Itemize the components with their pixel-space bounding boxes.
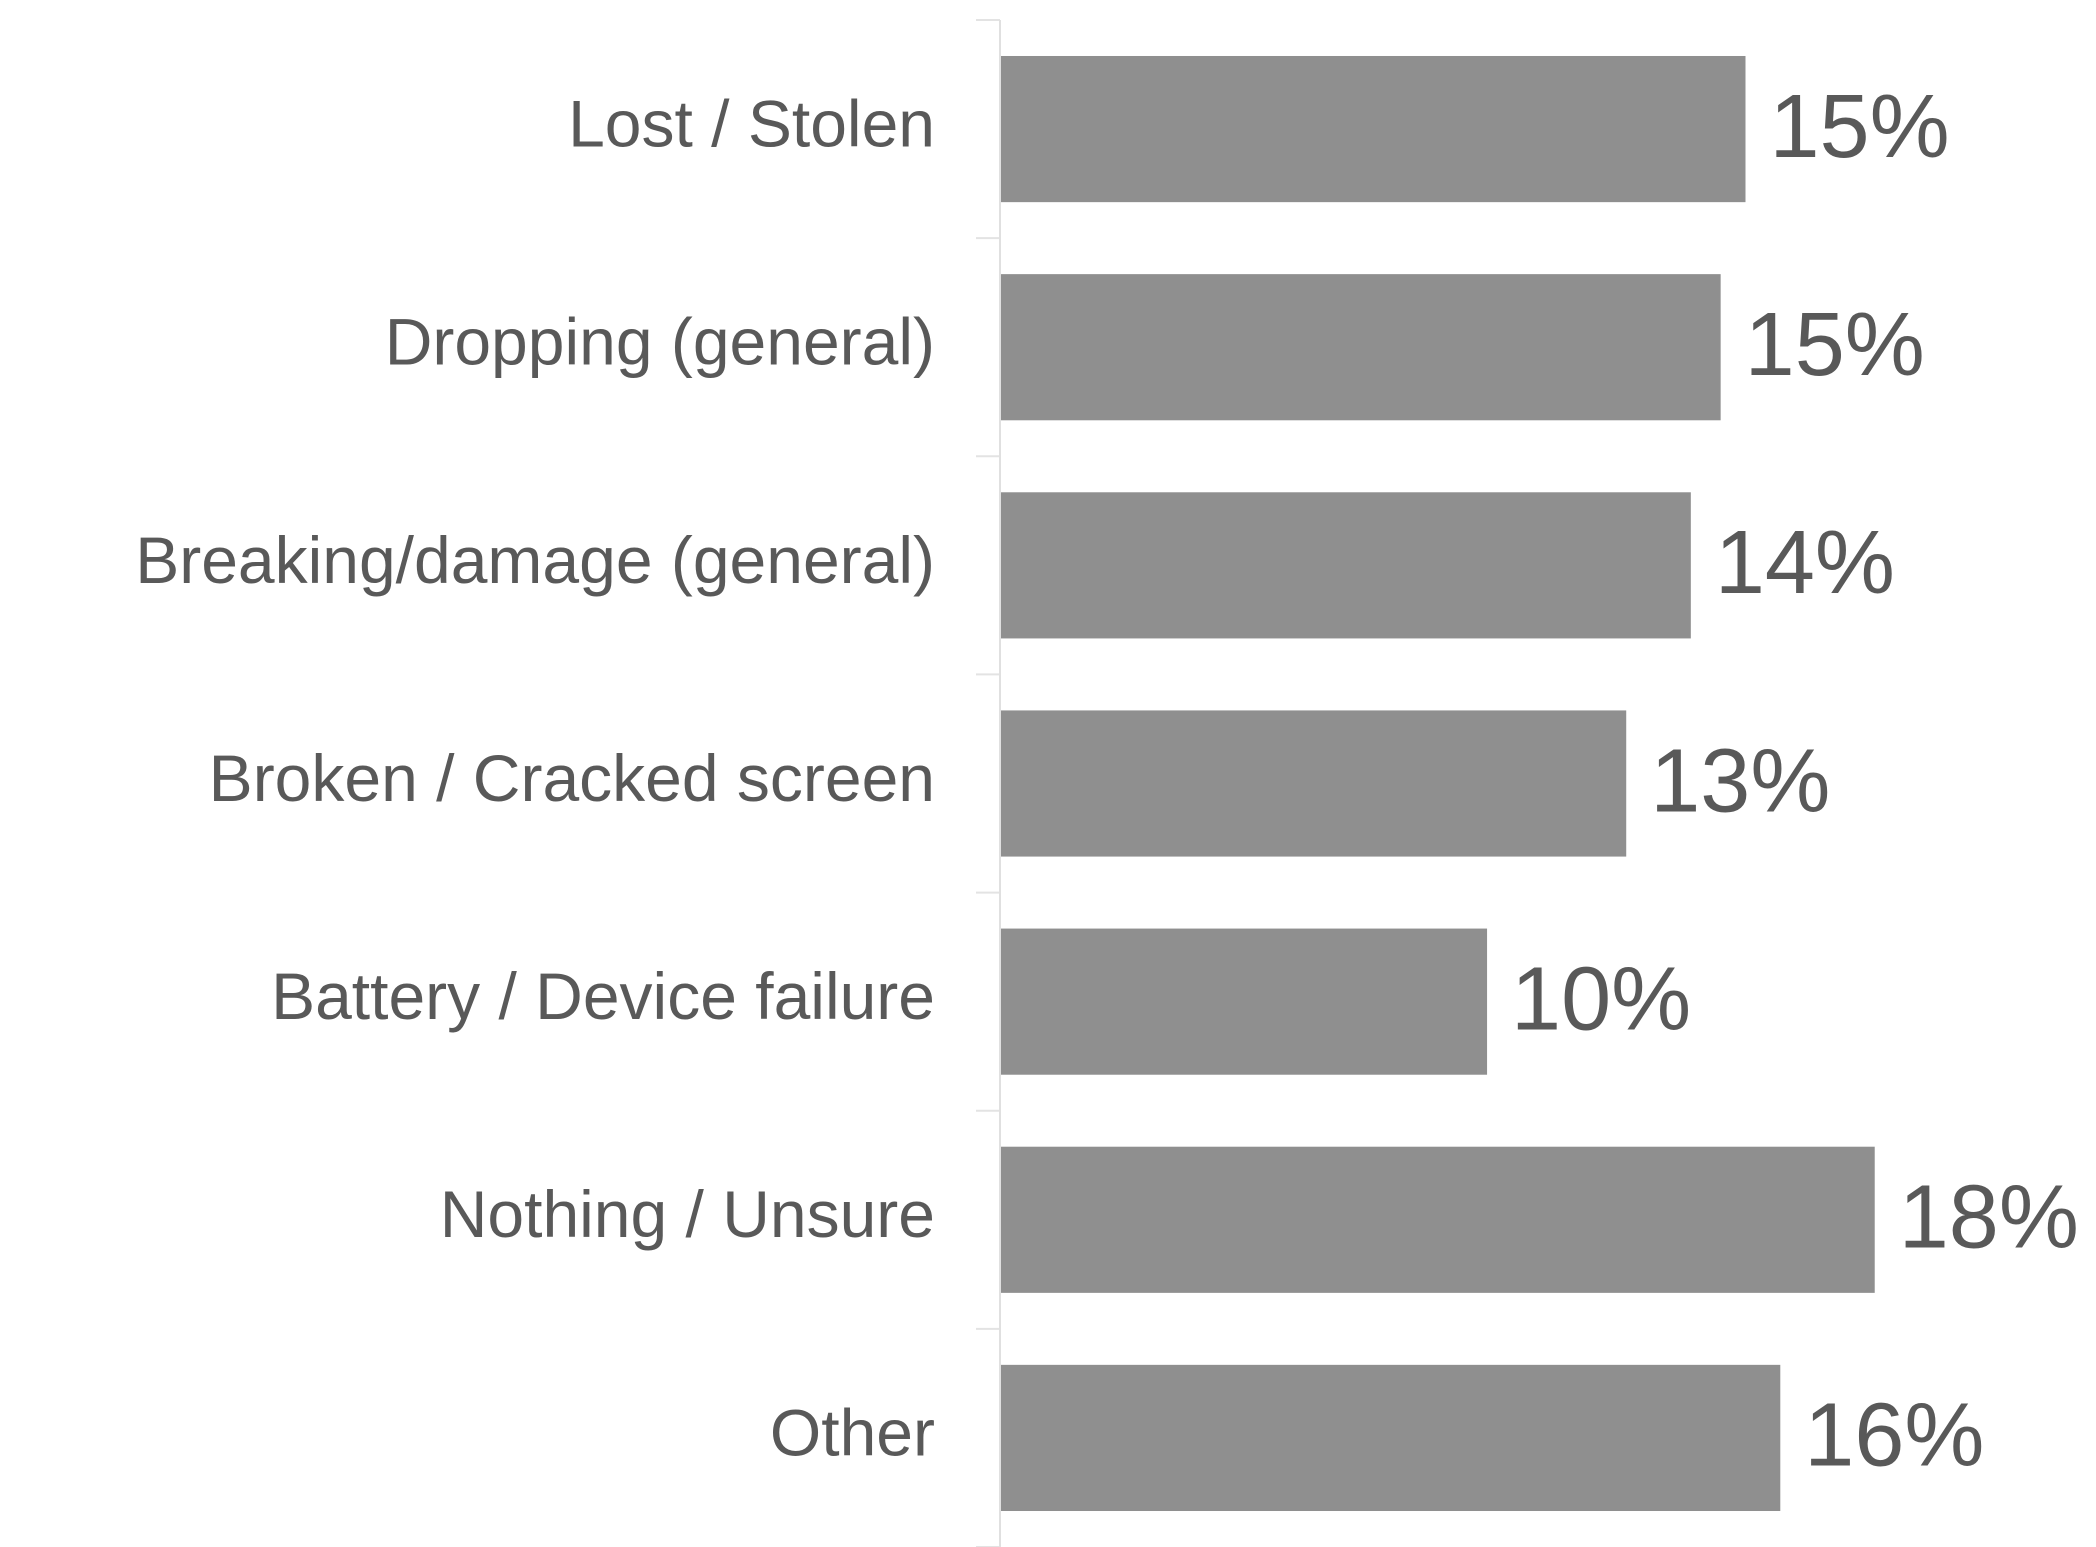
value-label: 15% [1745,295,1925,395]
bar [1000,1146,1875,1293]
y-tick-label: Dropping (general) [385,305,935,379]
value-label: 14% [1715,513,1895,613]
y-tick-label: Nothing / Unsure [440,1177,935,1251]
y-tick-label: Battery / Device failure [271,959,935,1033]
bar [1000,928,1488,1075]
bar [1000,1364,1781,1512]
y-tick-label: Broken / Cracked screen [209,741,935,815]
y-tick-label: Other [770,1395,935,1469]
value-label: 10% [1511,949,1691,1049]
y-tick-label: Breaking/damage (general) [135,523,935,597]
y-tick-label: Lost / Stolen [568,87,935,161]
value-label: 18% [1899,1168,2079,1268]
value-label: 13% [1650,731,1830,831]
bar [1000,710,1627,857]
bar [1000,55,1746,203]
bar [1000,274,1721,421]
bar [1000,492,1691,639]
value-label: 16% [1804,1386,1984,1486]
value-label: 15% [1770,77,1950,177]
